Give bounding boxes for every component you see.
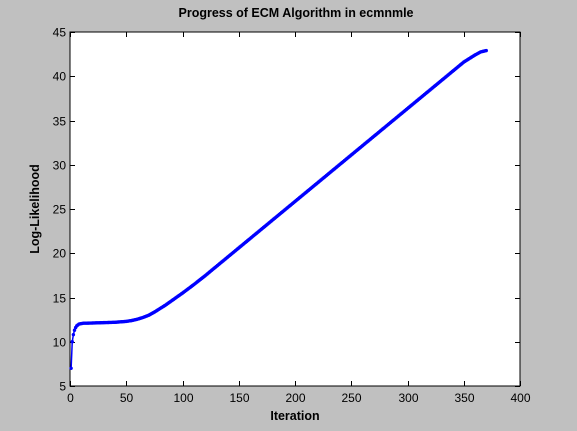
plot-area: [69, 48, 488, 370]
x-tick-label: 400: [510, 391, 530, 405]
data-point: [70, 340, 74, 344]
x-tick-label: 250: [341, 391, 361, 405]
x-axis-label: Iteration: [270, 409, 319, 423]
x-tick-label: 0: [67, 391, 74, 405]
x-tick-label: 150: [229, 391, 249, 405]
x-tick-label: 200: [285, 391, 305, 405]
y-tick-label: 25: [53, 203, 67, 217]
x-axis-ticks: 0 50 100 150 200 250 300 350 400: [67, 32, 531, 405]
y-tick-label: 20: [53, 247, 67, 261]
axes-background: [70, 32, 520, 386]
y-axis-label: Log-Likelihood: [28, 164, 42, 254]
data-point: [69, 366, 73, 370]
y-tick-label: 45: [53, 26, 67, 40]
y-tick-label: 35: [53, 115, 67, 129]
data-point: [72, 328, 77, 332]
x-tick-label: 50: [120, 391, 134, 405]
y-tick-label: 15: [53, 292, 67, 306]
chart-title: Progress of ECM Algorithm in ecmnmle: [179, 6, 414, 20]
y-tick-label: 40: [53, 70, 67, 84]
y-tick-label: 10: [53, 336, 67, 350]
x-tick-label: 350: [454, 391, 474, 405]
data-point: [484, 48, 488, 53]
x-tick-label: 300: [398, 391, 418, 405]
y-tick-label: 5: [59, 380, 66, 394]
data-point: [71, 332, 76, 337]
y-tick-label: 30: [53, 159, 67, 173]
x-tick-label: 100: [173, 391, 193, 405]
